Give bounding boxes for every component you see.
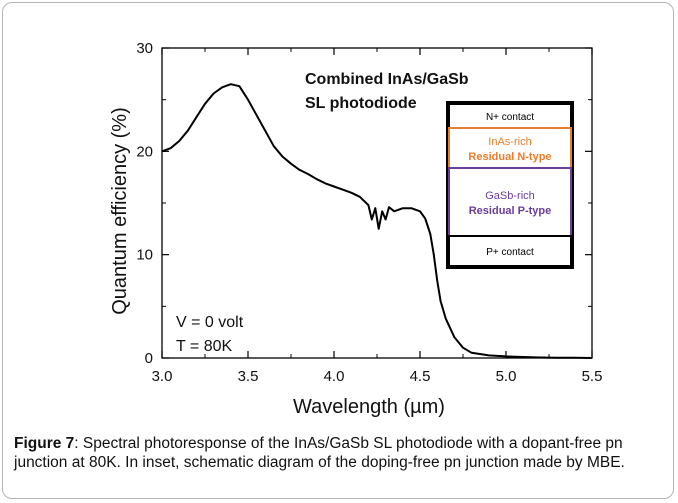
x-tick-label: 3.0 [152, 368, 173, 385]
inset-layer-0 [448, 103, 572, 129]
y-tick-label: 10 [136, 247, 153, 264]
annotation-title-line2: SL photodiode [305, 95, 417, 112]
x-tick-label: 5.0 [496, 368, 517, 385]
x-tick-label: 5.5 [582, 368, 603, 385]
x-tick-label: 4.5 [410, 368, 431, 385]
inset-layer-label-0: N+ contact [486, 112, 534, 123]
y-tick-label: 20 [136, 143, 153, 160]
annotation-voltage: V = 0 volt [176, 314, 244, 331]
inset-layer-type-2: Residual P-type [469, 205, 552, 217]
inset-layer-label-2: GaSb-rich [485, 190, 535, 202]
inset-layer-1 [448, 127, 572, 169]
series-line-0 [161, 83, 593, 359]
annotation-title-line1: Combined InAs/GaSb [305, 71, 469, 88]
caption-text: : Spectral photoresponse of the InAs/GaS… [14, 435, 625, 471]
y-tick-label: 30 [136, 40, 153, 57]
inset-layer-label-1: InAs-rich [488, 136, 531, 148]
x-tick-label: 3.5 [238, 368, 259, 385]
figure-caption: Figure 7: Spectral photoresponse of the … [14, 434, 664, 472]
inset-layer-3 [448, 235, 572, 267]
spectral-response-chart: N+ contact InAs-rich Residual N-type GaSb-r… [109, 40, 603, 418]
inset-layer-label-3: P+ contact [486, 247, 534, 258]
x-axis-label: Wavelength (µm) [293, 396, 445, 418]
y-tick-label: 0 [145, 350, 153, 367]
x-tick-label: 4.0 [324, 368, 345, 385]
caption-label: Figure 7 [14, 435, 75, 452]
annotation-temperature: T = 80K [176, 338, 233, 355]
y-axis-label: Quantum efficiency (%) [109, 107, 131, 315]
inset-layer-type-1: Residual N-type [468, 151, 551, 163]
inset-layer-2 [448, 167, 572, 237]
